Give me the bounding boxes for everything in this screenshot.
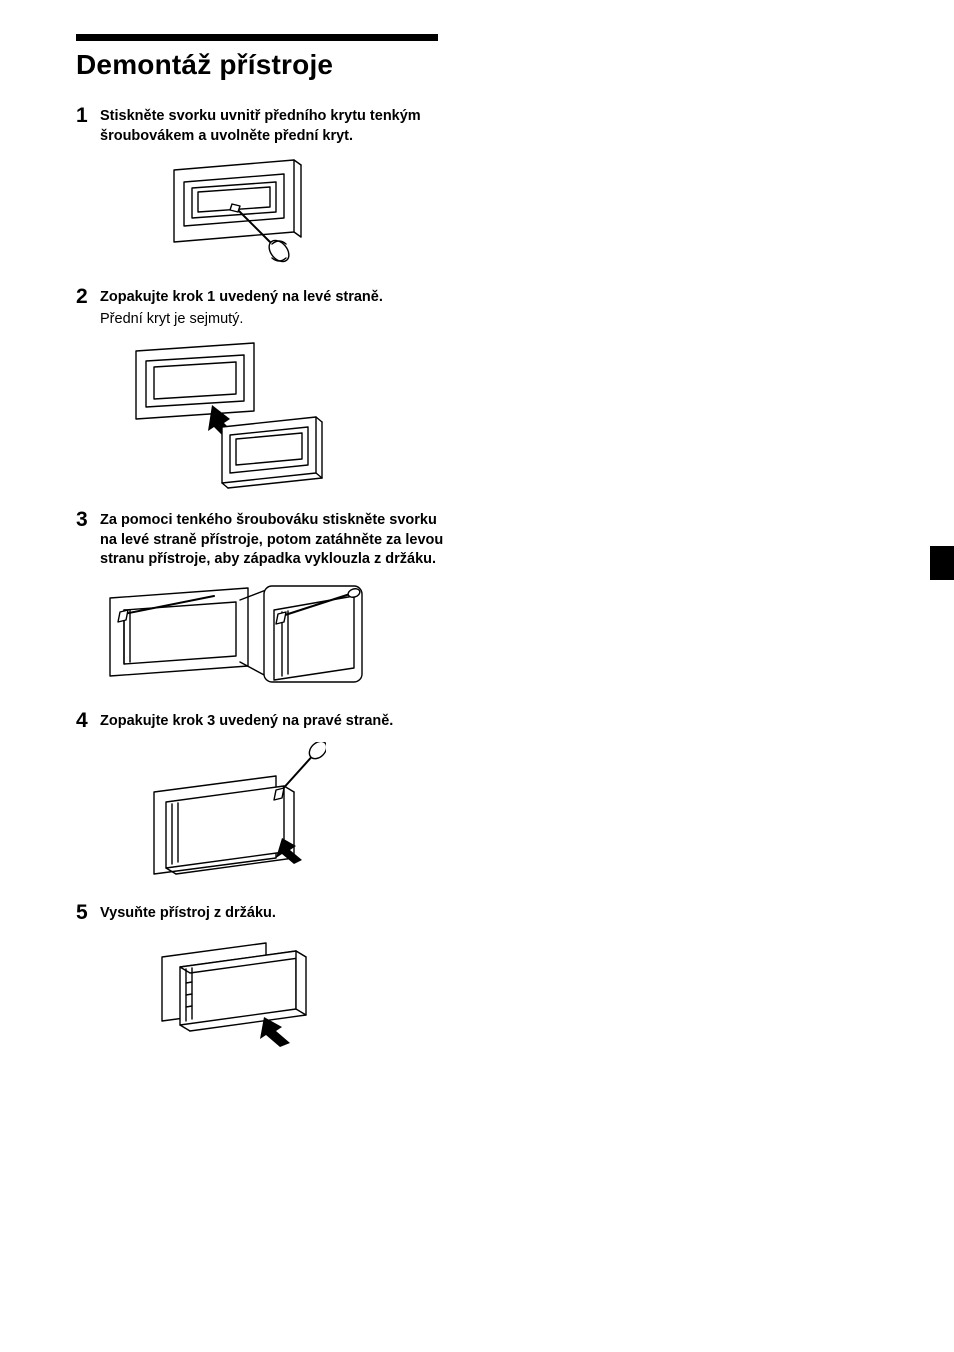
step-instruction: Zopakujte krok 1 uvedený na levé straně. — [100, 288, 446, 308]
step-instruction: Za pomoci tenkého šroubováku stiskněte s… — [100, 511, 446, 570]
step-1: 1 Stiskněte svorku uvnitř předního krytu… — [76, 107, 446, 146]
step-number: 1 — [76, 105, 100, 126]
step-5: 5 Vysuňte přístroj z držáku. — [76, 904, 446, 924]
step-3: 3 Za pomoci tenkého šroubováku stiskněte… — [76, 511, 446, 570]
step-body: Zopakujte krok 1 uvedený na levé straně.… — [100, 288, 446, 329]
figure-slide-out — [156, 933, 446, 1053]
step-body: Stiskněte svorku uvnitř předního krytu t… — [100, 107, 446, 146]
title-rule — [76, 34, 438, 41]
figure-left-latch — [106, 580, 446, 690]
page-edge-tab — [930, 546, 954, 580]
figure-right-latch — [146, 742, 446, 882]
step-body: Zopakujte krok 3 uvedený na pravé straně… — [100, 712, 446, 732]
step-2: 2 Zopakujte krok 1 uvedený na levé stran… — [76, 288, 446, 329]
step-note: Přední kryt je sejmutý. — [100, 310, 446, 330]
step-number: 3 — [76, 509, 100, 530]
step-number: 4 — [76, 710, 100, 731]
step-4: 4 Zopakujte krok 3 uvedený na pravé stra… — [76, 712, 446, 732]
steps-list: 1 Stiskněte svorku uvnitř předního krytu… — [76, 107, 446, 1053]
figure-front-cover-removed — [126, 339, 446, 489]
manual-page: Demontáž přístroje 1 Stiskněte svorku uv… — [0, 0, 954, 1352]
step-number: 2 — [76, 286, 100, 307]
figure-front-cover-clip — [166, 156, 446, 266]
step-instruction: Zopakujte krok 3 uvedený na pravé straně… — [100, 712, 446, 732]
step-instruction: Stiskněte svorku uvnitř předního krytu t… — [100, 107, 446, 146]
step-body: Vysuňte přístroj z držáku. — [100, 904, 446, 924]
step-instruction: Vysuňte přístroj z držáku. — [100, 904, 446, 924]
step-body: Za pomoci tenkého šroubováku stiskněte s… — [100, 511, 446, 570]
step-number: 5 — [76, 902, 100, 923]
page-title: Demontáž přístroje — [76, 49, 878, 81]
